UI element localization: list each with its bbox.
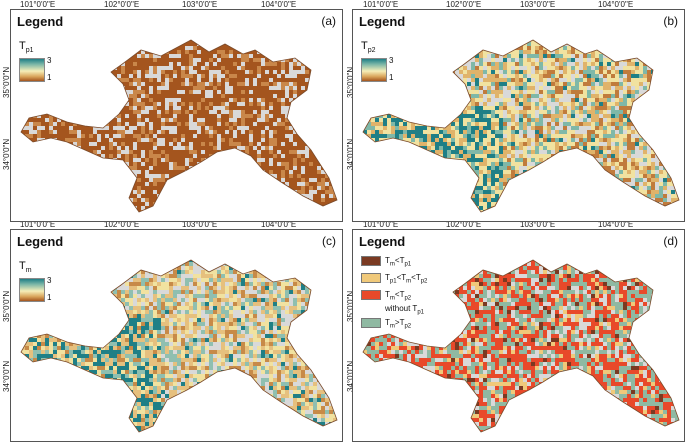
x-tick-top: 104°0'0"E — [261, 0, 296, 9]
x-tick-top: 103°0'0"E — [520, 0, 555, 9]
ramp-min-label: 1 — [47, 293, 51, 302]
legend-category: Tm<Tp1 — [361, 256, 411, 267]
map-panel-c: Legend (c) Tm 3 1 — [10, 229, 343, 442]
legend-title: Legend — [17, 14, 63, 29]
x-tick-top: 101°0'0"E — [20, 0, 55, 9]
legend-title: Legend — [359, 14, 405, 29]
legend-category: Tp1<Tm<Tp2 — [361, 273, 427, 284]
x-tick-top: 102°0'0"E — [104, 0, 139, 9]
legend-swatch — [361, 256, 381, 266]
legend-swatch — [361, 290, 381, 300]
region-map — [353, 10, 685, 222]
x-tick-top: 103°0'0"E — [182, 0, 217, 9]
x-tick-top: 104°0'0"E — [598, 0, 633, 9]
color-ramp — [19, 58, 45, 82]
color-ramp — [19, 278, 45, 302]
legend-title: Legend — [359, 234, 405, 249]
region-map — [11, 230, 343, 440]
ramp-min-label: 1 — [389, 73, 393, 82]
variable-name: Tp2 — [361, 40, 376, 54]
legend-category-label: Tm>Tp2 — [385, 318, 411, 332]
map-panel-a: Legend (a) Tp1 3 1 — [10, 9, 343, 222]
region-map — [11, 10, 343, 222]
panel-label: (b) — [663, 14, 678, 28]
panel-label: (d) — [663, 234, 678, 248]
legend-category-label: Tp1<Tm<Tp2 — [385, 273, 427, 287]
map-panel-b: Legend (b) Tp2 3 1 — [352, 9, 685, 222]
legend-swatch — [361, 318, 381, 328]
color-ramp — [361, 58, 387, 82]
ramp-min-label: 1 — [47, 73, 51, 82]
ramp-max-label: 3 — [47, 276, 51, 285]
ramp-max-label: 3 — [47, 56, 51, 65]
x-tick-top: 101°0'0"E — [363, 0, 398, 9]
panel-label: (a) — [321, 14, 336, 28]
ramp-max-label: 3 — [389, 56, 393, 65]
panel-label: (c) — [322, 234, 336, 248]
x-tick-top: 102°0'0"E — [446, 0, 481, 9]
variable-name: Tm — [19, 260, 32, 274]
legend-swatch — [361, 273, 381, 283]
legend-category: Tm>Tp2 — [361, 318, 411, 329]
variable-name: Tp1 — [19, 40, 34, 54]
map-raster — [11, 230, 343, 440]
legend-title: Legend — [17, 234, 63, 249]
legend-category-label: Tm<Tp1 — [385, 256, 411, 270]
